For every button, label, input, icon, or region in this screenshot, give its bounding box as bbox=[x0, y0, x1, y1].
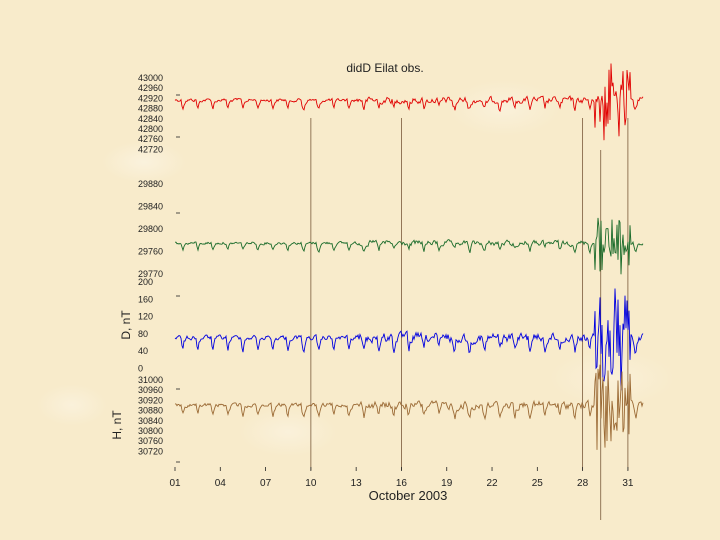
y-tick-label: 43000 bbox=[138, 73, 163, 83]
x-tick-label: 19 bbox=[441, 478, 453, 489]
y-tick-label: 42880 bbox=[138, 104, 163, 114]
x-tick-label: 28 bbox=[577, 478, 589, 489]
y-tick-label: 30960 bbox=[138, 385, 163, 395]
y-tick-label: 29760 bbox=[138, 247, 163, 257]
y-tick-label: 30880 bbox=[138, 406, 163, 416]
x-tick-label: 25 bbox=[532, 478, 544, 489]
series-line bbox=[174, 364, 644, 450]
x-axis-label: October 2003 bbox=[369, 488, 448, 503]
y-tick-label: 42920 bbox=[138, 93, 163, 103]
y-tick-label: 30800 bbox=[138, 426, 163, 436]
series-line bbox=[174, 63, 644, 141]
y-tick-label: 0 bbox=[138, 364, 143, 374]
y-tick-label: 42760 bbox=[138, 134, 163, 144]
y-tick-label: 42800 bbox=[138, 124, 163, 134]
series-line bbox=[174, 288, 644, 391]
y-tick-label: 31000 bbox=[138, 375, 163, 385]
x-tick-label: 31 bbox=[622, 478, 634, 489]
panels: 4300042960429204288042840428004276042720… bbox=[138, 63, 644, 463]
panel: 200 160 120 80 40 0 bbox=[138, 277, 644, 391]
y-tick-label: 30720 bbox=[138, 446, 163, 456]
x-axis-ticks: 01 04 07 10 13 16 19 22 25 28 31 bbox=[169, 467, 634, 489]
y-tick-label: 40 bbox=[138, 346, 148, 356]
x-tick-label: 04 bbox=[215, 478, 227, 489]
y-axis-label-h: H, nT bbox=[110, 410, 124, 440]
panel: 29880 29840 29800 29760 29770 bbox=[138, 179, 644, 279]
x-tick-label: 01 bbox=[169, 478, 181, 489]
chart-title: didD Eilat obs. bbox=[346, 61, 423, 75]
y-axis-label-d: D, nT bbox=[119, 310, 133, 340]
y-tick-label: 42720 bbox=[138, 144, 163, 154]
y-tick-label: 29880 bbox=[138, 179, 163, 189]
x-tick-label: 07 bbox=[260, 478, 272, 489]
x-tick-label: 10 bbox=[305, 478, 317, 489]
y-tick-label: 42840 bbox=[138, 114, 163, 124]
y-tick-label: 42960 bbox=[138, 83, 163, 93]
y-tick-label: 30840 bbox=[138, 416, 163, 426]
x-tick-label: 13 bbox=[351, 478, 363, 489]
y-tick-label: 30920 bbox=[138, 395, 163, 405]
y-tick-label: 160 bbox=[138, 294, 153, 304]
series-line bbox=[175, 217, 644, 275]
x-tick-label: 22 bbox=[486, 478, 498, 489]
y-tick-label: 30760 bbox=[138, 436, 163, 446]
y-tick-label: 200 bbox=[138, 277, 153, 287]
x-tick-label: 16 bbox=[396, 478, 408, 489]
y-tick-label: 120 bbox=[138, 312, 153, 322]
y-tick-label: 29800 bbox=[138, 224, 163, 234]
y-tick-label: 80 bbox=[138, 329, 148, 339]
vertical-markers bbox=[310, 118, 629, 520]
y-tick-label: 29770 bbox=[138, 269, 163, 279]
y-tick-label: 29840 bbox=[138, 202, 163, 212]
